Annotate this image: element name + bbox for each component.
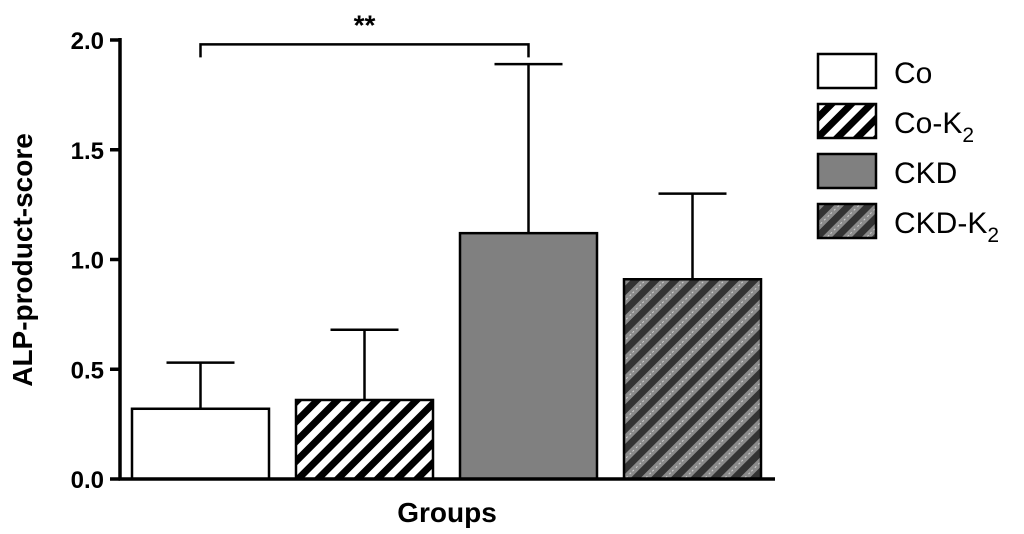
legend-swatch [816, 102, 878, 140]
legend-label-text: CKD-K [894, 207, 987, 240]
legend-label-subscript: 2 [987, 224, 999, 247]
legend-label-text: Co-K [894, 107, 962, 140]
bar-ckd-k2 [622, 278, 763, 481]
legend-label: Co [894, 57, 932, 90]
legend-swatch [816, 52, 878, 90]
legend-label: CKD-K2 [894, 207, 999, 247]
y-tick-label: 0.0 [71, 467, 104, 494]
bars [130, 231, 763, 481]
y-tick-label: 2.0 [71, 28, 104, 55]
legend-swatch [816, 202, 878, 240]
significance-label: ** [354, 9, 376, 40]
bar-ckd [458, 231, 599, 481]
y-tick-label: 0.5 [71, 357, 104, 384]
error-bars [166, 62, 727, 409]
bar-co [130, 407, 271, 481]
legend-label: CKD [894, 157, 957, 190]
bar-co-k2 [294, 398, 435, 481]
legend-label: Co-K2 [894, 107, 974, 147]
x-axis-title: Groups [397, 497, 497, 528]
y-axis-title: ALP-product-score [7, 133, 38, 387]
y-tick-label: 1.5 [71, 138, 104, 165]
legend-label-subscript: 2 [962, 124, 974, 147]
y-tick-label: 1.0 [71, 248, 104, 275]
legend-label-text: Co [894, 57, 932, 90]
legend-swatch [816, 152, 878, 190]
significance-line [199, 43, 530, 58]
significance-bracket: ** [199, 9, 530, 58]
legend-label-text: CKD [894, 157, 957, 190]
axes: 0.0 0.5 1.0 1.5 2.0 [71, 28, 775, 494]
